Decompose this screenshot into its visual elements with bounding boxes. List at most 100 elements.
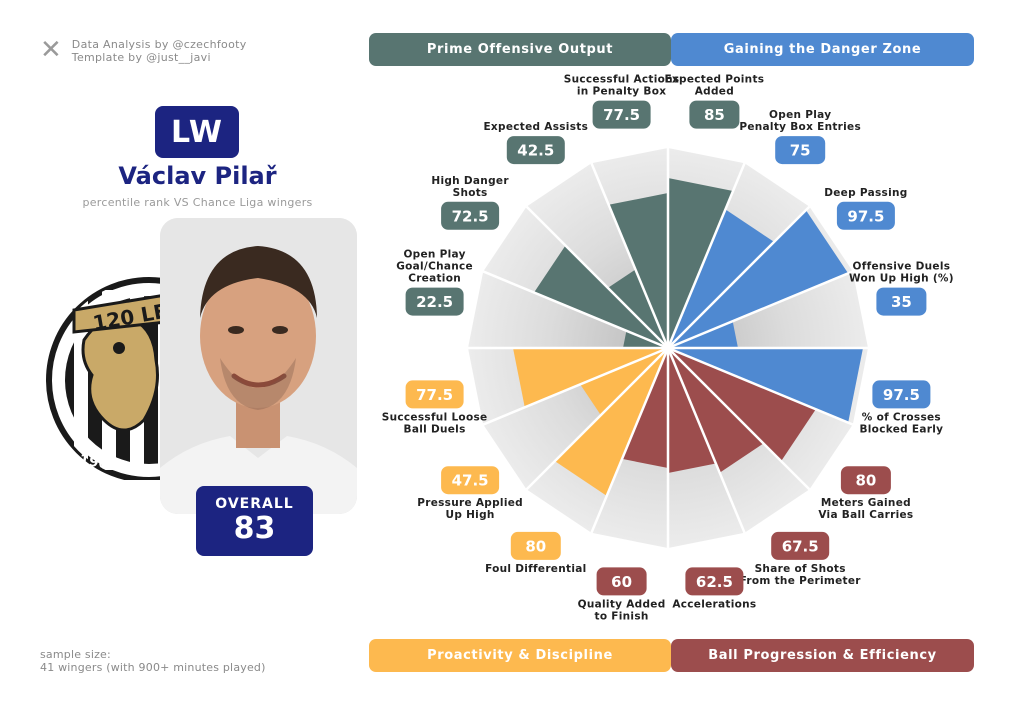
metric-label: Shots (453, 187, 488, 199)
metric-label: Deep Passing (824, 187, 907, 199)
sample-size-value: 41 wingers (with 900+ minutes played) (40, 661, 266, 674)
player-name: Václav Pilař (118, 162, 277, 190)
metric-label: From the Perimeter (740, 575, 862, 587)
metric-value: 67.5 (782, 537, 819, 555)
category-header-prime-offensive: Prime Offensive Output (369, 33, 671, 66)
position-badge: LW (155, 106, 239, 158)
metric-value-pill (876, 287, 927, 316)
overall-label: OVERALL (215, 496, 294, 512)
metric-value: 80 (525, 537, 546, 555)
metric-label: % of Crosses (862, 411, 941, 423)
radar-bar (607, 269, 668, 348)
metric-value-pill (405, 380, 464, 409)
player-photo (160, 218, 357, 514)
metric-label: Won Up High (%) (849, 273, 954, 285)
metric-value-pill (840, 466, 891, 495)
radar-separator (590, 347, 670, 534)
metric-label: Open Play (769, 109, 831, 121)
metric-value-pill (685, 567, 744, 596)
metric-value-pill (596, 567, 647, 596)
category-header-ball-progression: Ball Progression & Efficiency (671, 639, 974, 672)
overall-badge: OVERALL 83 (196, 486, 313, 556)
metric-label: Added (695, 86, 734, 98)
metric-value-pill (689, 100, 740, 129)
subtitle: percentile rank VS Chance Liga wingers (82, 196, 313, 209)
metric-label: Expected Assists (483, 121, 588, 133)
metric-value-pill (506, 136, 565, 165)
radar-bar (534, 245, 668, 348)
radar-separator (667, 270, 854, 350)
radar-separator (667, 346, 854, 426)
metric-label: Penalty Box Entries (739, 121, 861, 133)
radar-separator (482, 270, 669, 350)
metric-label: Share of Shots (755, 563, 846, 575)
metric-annotation: 97.5 Deep Passing (824, 187, 907, 230)
metric-value: 72.5 (452, 207, 489, 225)
radar-separator (666, 162, 746, 349)
metric-label: Foul Differential (485, 563, 586, 575)
metric-label: Quality Added (578, 598, 666, 610)
radar-bar (668, 348, 764, 473)
metric-value-pill (592, 100, 651, 129)
metric-value-pill (771, 531, 830, 560)
metric-value: 75 (790, 142, 811, 160)
radar-separator (525, 205, 669, 349)
metric-label: Up High (446, 509, 495, 521)
metric-label: Accelerations (672, 598, 756, 610)
metric-annotation: 80 Foul Differential (485, 531, 586, 575)
metric-label: in Penalty Box (577, 86, 666, 98)
radar-bar (668, 209, 775, 348)
metric-label: High Danger (431, 175, 509, 187)
radar-bar (580, 348, 668, 416)
metric-value-pill (836, 201, 895, 230)
metric-value: 97.5 (847, 207, 884, 225)
metric-label: Blocked Early (859, 423, 943, 435)
metric-value: 42.5 (517, 142, 554, 160)
category-header-danger-zone: Gaining the Danger Zone (671, 33, 974, 66)
metric-value: 35 (891, 293, 912, 311)
metric-label: Goal/Chance (396, 261, 473, 273)
credit-template: Template by @just__javi (71, 51, 211, 64)
metric-value-pill (441, 466, 500, 495)
radar-separator (525, 347, 669, 491)
metric-value: 97.5 (883, 386, 920, 404)
radar-separator (667, 205, 811, 349)
metric-label: Successful Loose (382, 411, 488, 423)
metric-label: Successful Actions (564, 74, 680, 86)
metric-label: Ball Duels (404, 423, 466, 435)
metric-value-pill (405, 287, 464, 316)
metric-label: Offensive Duels (853, 261, 951, 273)
radar-separator (482, 346, 669, 426)
metric-label: Open Play (403, 249, 465, 261)
radar-bar (668, 210, 849, 348)
credit-analysis: Data Analysis by @czechfooty (71, 38, 247, 51)
metric-value: 80 (855, 472, 876, 490)
metric-label: Creation (408, 273, 461, 285)
overall-value: 83 (233, 511, 276, 546)
metric-label: Expected Points (664, 74, 764, 86)
sample-size-label: sample size: (40, 648, 111, 661)
metric-value: 47.5 (452, 472, 489, 490)
metric-annotation: 42.5 Expected Assists (483, 121, 588, 165)
radar-separator (667, 347, 811, 491)
metric-value-pill (510, 531, 561, 560)
metric-value-pill (775, 136, 826, 165)
radar-bar (668, 348, 863, 423)
sample-size: sample size: 41 wingers (with 900+ minut… (40, 648, 266, 674)
metric-label: Meters Gained (821, 497, 911, 509)
metric-value-pill (872, 380, 931, 409)
metric-annotation: 62.5 Accelerations (672, 567, 756, 610)
